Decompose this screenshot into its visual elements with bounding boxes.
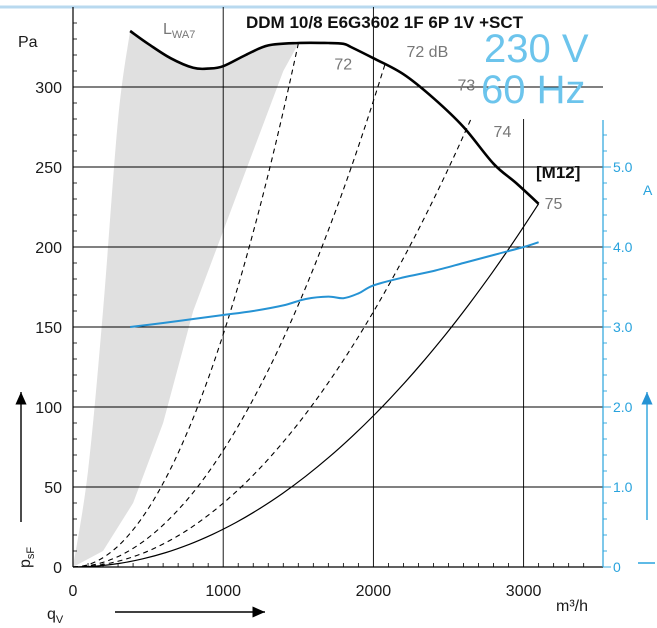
current-curve xyxy=(129,241,539,328)
y2-tick-label: 1.0 xyxy=(613,479,633,495)
y-tick-label: 100 xyxy=(35,400,62,417)
voltage-label: 230 V xyxy=(484,27,589,71)
x-tick-label: 1000 xyxy=(205,583,241,600)
x-tick-label: 0 xyxy=(69,583,78,600)
x-tick-labels: 0 1000 2000 3000 xyxy=(69,583,542,600)
x-tick-label: 2000 xyxy=(356,583,392,600)
lwa7-label-sub: WA7 xyxy=(172,29,195,41)
system-curve-label: 72 xyxy=(334,57,352,74)
chart-title: DDM 10/8 E6G3602 1F 6P 1V +SCT xyxy=(246,13,524,32)
y2-tick-label: 3.0 xyxy=(613,319,633,335)
system-curve xyxy=(72,62,386,568)
y-unit-label: Pa xyxy=(18,34,38,51)
x-axis-label-sub: V xyxy=(56,614,64,626)
system-curve-label: 72 dB xyxy=(406,44,448,61)
system-curve xyxy=(72,43,299,568)
system-curve xyxy=(72,203,540,568)
system-curve-label: 74 xyxy=(494,124,512,141)
lwa7-label-main: L xyxy=(163,21,172,38)
pressure-curve xyxy=(129,29,540,205)
y-tick-labels: 0 50 100 150 200 250 300 xyxy=(35,80,62,577)
x-tick-label: 3000 xyxy=(506,583,542,600)
model-tag: [M12] xyxy=(536,163,580,182)
grid xyxy=(73,7,603,567)
y2-tick-labels: 0 1.0 2.0 3.0 4.0 5.0 xyxy=(613,159,633,575)
lwa7-region xyxy=(73,31,299,567)
lwa7-label: LWA7 xyxy=(163,21,195,41)
y-tick-label: 50 xyxy=(44,480,62,497)
y-tick-label: 250 xyxy=(35,160,62,177)
y2-tick-label: 0 xyxy=(613,559,621,575)
y2-tick-label: 5.0 xyxy=(613,159,633,175)
y-tick-label: 300 xyxy=(35,80,62,97)
y2-unit-label: A xyxy=(643,182,653,198)
y-axis-label-main: p xyxy=(17,559,34,568)
x-axis-label: qV xyxy=(47,606,64,626)
y2-tick-label: 4.0 xyxy=(613,239,633,255)
system-curve-label: 75 xyxy=(545,196,563,213)
system-curve xyxy=(72,118,472,568)
y2-tick-label: 2.0 xyxy=(613,399,633,415)
system-curves xyxy=(72,43,540,568)
y-tick-label: 0 xyxy=(53,560,62,577)
system-curve-label: 73 xyxy=(458,77,476,94)
y-axis-label: psF xyxy=(17,547,37,568)
system-curve-labels: 72 72 dB 73 74 75 xyxy=(334,44,562,213)
y-tick-label: 200 xyxy=(35,240,62,257)
x-axis-label-main: q xyxy=(47,606,56,623)
y-tick-label: 150 xyxy=(35,320,62,337)
x-unit-label: m³/h xyxy=(556,598,588,615)
frequency-label: 60 Hz xyxy=(481,68,586,112)
y-axis-label-sub: sF xyxy=(25,547,37,560)
